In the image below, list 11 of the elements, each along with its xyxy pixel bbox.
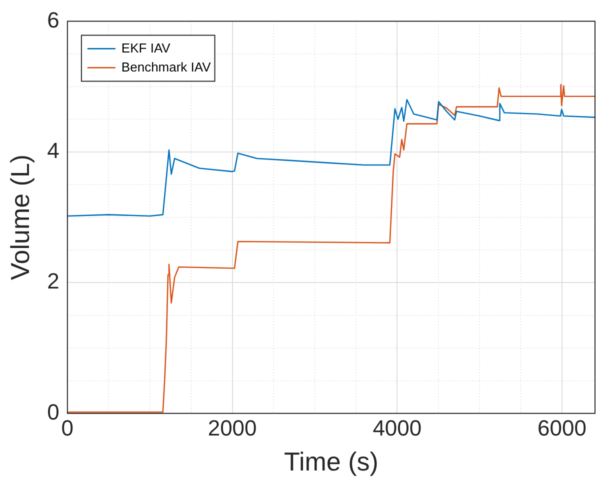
y-tick-label: 4 xyxy=(47,138,60,163)
y-axis-title: Volume (L) xyxy=(4,154,35,280)
legend-label: EKF IAV xyxy=(121,40,171,56)
y-tick-label: 2 xyxy=(47,268,60,294)
legend-label: Benchmark IAV xyxy=(121,59,212,74)
x-tick-label: 6000 xyxy=(538,416,587,441)
x-axis-title: Time (s) xyxy=(284,446,378,477)
x-tick-label: 2000 xyxy=(208,416,257,441)
y-tick-label: 6 xyxy=(47,7,60,32)
y-tick-label: 0 xyxy=(47,399,60,424)
x-tick-label: 4000 xyxy=(372,416,422,441)
